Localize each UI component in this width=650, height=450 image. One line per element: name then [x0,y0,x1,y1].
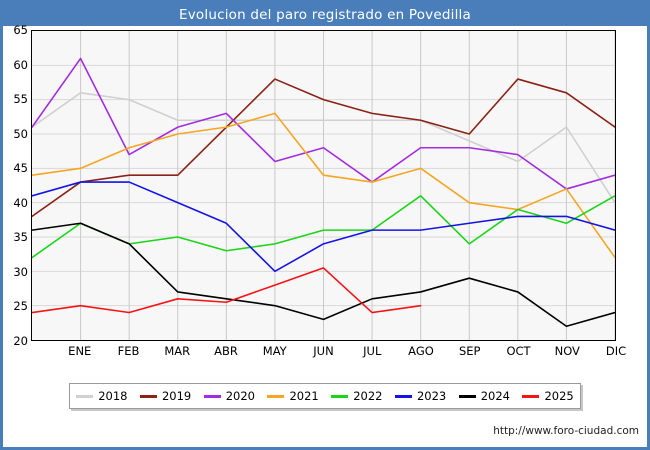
y-axis-tick-label: 60 [13,57,28,72]
series-line-2025 [32,267,422,314]
legend-swatch-icon [394,394,412,398]
x-axis-tick-label: MAR [164,344,191,358]
x-axis-tick-label: ENE [68,344,92,358]
series-line-2018 [32,92,615,204]
series-line-2024 [32,222,615,328]
y-axis-tick-label: 35 [13,230,28,245]
y-axis-ticks: 20 25 30 35 40 45 50 55 60 65 [3,23,28,348]
chart-legend: 2018 2019 2020 2021 2022 2023 2024 2025 [69,383,581,409]
legend-swatch-icon [331,394,349,398]
y-axis-tick-label: 65 [13,23,28,37]
legend-item-2019[interactable]: 2019 [139,389,192,403]
legend-item-label: 2020 [225,389,256,403]
x-axis-tick-label: NOV [554,344,580,358]
legend-item-label: 2025 [544,389,574,403]
legend-swatch-icon [76,394,94,398]
x-axis-ticks: ENE FEB MAR ABR MAY JUN JUL AGO SEP OCT NOV DIC [31,344,626,362]
legend-swatch-icon [203,394,221,398]
legend-item-2020[interactable]: 2020 [203,389,256,403]
x-axis-tick-label: JUN [313,344,334,358]
y-axis-tick-label: 25 [13,299,28,314]
legend-item-label: 2019 [161,389,192,403]
x-axis-tick-label: OCT [506,344,531,358]
legend-item-label: 2024 [480,389,511,403]
y-axis-tick-label: 30 [13,264,28,279]
legend-item-2021[interactable]: 2021 [267,389,319,403]
y-axis-tick-label: 20 [13,334,28,348]
legend-item-label: 2022 [353,389,383,403]
x-axis-tick-label: MAY [262,344,287,358]
series-line-2023 [32,181,615,273]
y-axis-tick-label: 55 [13,92,28,107]
x-axis-tick-label: ABR [214,344,238,358]
legend-item-2024[interactable]: 2024 [458,389,511,403]
y-axis-tick-label: 45 [13,161,28,176]
x-axis-tick-label: DIC [605,344,627,358]
legend-swatch-icon [522,394,540,398]
legend-item-label: 2023 [416,389,447,403]
legend-item-2022[interactable]: 2022 [331,389,383,403]
window-title-bar: Evolucion del paro registrado en Povedil… [3,3,647,26]
legend-swatch-icon [458,394,476,398]
legend-swatch-icon [267,394,285,398]
x-axis-tick-label: SEP [458,344,481,358]
legend-item-2023[interactable]: 2023 [394,389,447,403]
x-axis-tick-label: JUL [363,344,382,358]
legend-item-2025[interactable]: 2025 [522,389,574,403]
legend-item-label: 2021 [289,389,319,403]
legend-item-2018[interactable]: 2018 [76,389,128,403]
line-chart-svg [32,31,615,340]
x-axis-tick-label: AGO [408,344,434,358]
legend-swatch-icon [139,394,157,398]
chart-area: 20 25 30 35 40 45 50 55 60 65 ENE FEB MAR ABR MAY JUN J… [3,23,647,447]
legend-item-label: 2018 [98,389,128,403]
series-line-2020 [32,57,615,190]
plot-frame [31,30,616,341]
page-title: Evolucion del paro registrado en Povedil… [179,6,471,23]
y-axis-tick-label: 40 [13,195,28,210]
x-axis-tick-label: FEB [117,344,140,358]
series-line-2019 [32,78,615,218]
source-url: http://www.foro-ciudad.com [493,425,639,437]
y-axis-tick-label: 50 [13,126,28,141]
